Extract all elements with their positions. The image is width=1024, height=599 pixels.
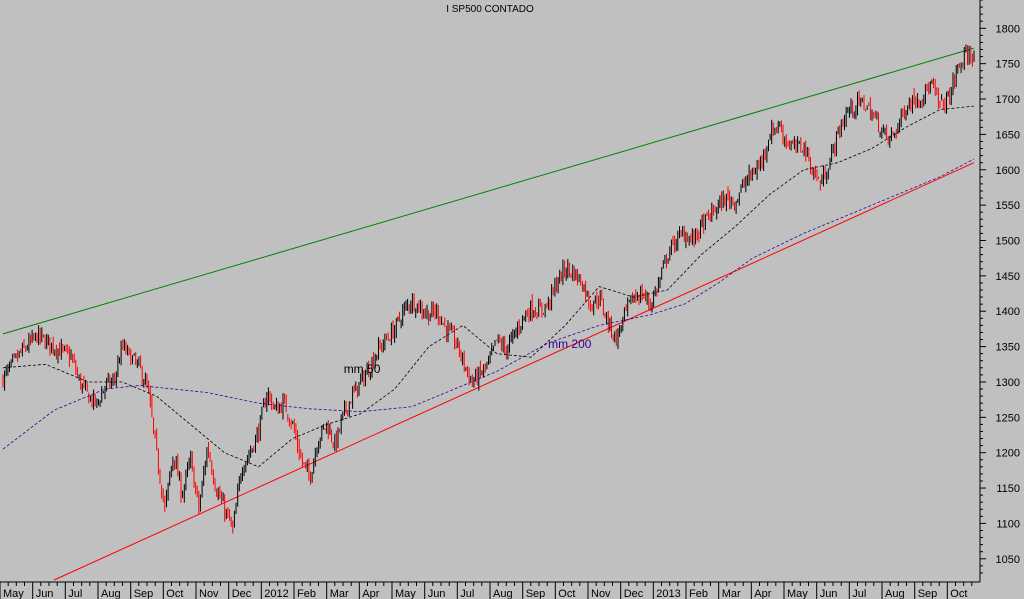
x-tick-label: Jul (460, 588, 474, 599)
x-tick-label: 2012 (264, 588, 288, 599)
y-tick-label: 1750 (996, 59, 1020, 71)
x-tick-label: Oct (950, 588, 967, 599)
x-tick-label: Aug (885, 588, 905, 599)
y-tick-label: 1300 (996, 377, 1020, 389)
y-tick-label: 1700 (996, 94, 1020, 106)
x-tick-label: Mar (330, 588, 349, 599)
x-tick-label: Jun (820, 588, 838, 599)
x-axis: May Jun Jul Aug Sep Oct Nov Dec 2012 Feb Mar Apr May… (0, 581, 980, 599)
y-tick-label: 1250 (996, 412, 1020, 424)
x-tick-label: Jun (428, 588, 446, 599)
x-tick-label: Aug (101, 588, 121, 599)
x-tick-label: Nov (199, 588, 219, 599)
x-tick-label: Oct (558, 588, 575, 599)
x-tick-label: Dec (624, 588, 644, 599)
y-tick-label: 1150 (996, 483, 1020, 495)
x-tick-label: Apr (754, 588, 771, 599)
chart-title: I SP500 CONTADO (446, 4, 534, 15)
y-tick-label: 1500 (996, 235, 1020, 247)
y-tick-label: 1450 (996, 271, 1020, 283)
x-tick-label: Apr (362, 588, 379, 599)
ma200-line (2, 158, 975, 450)
x-tick-label: Sep (134, 588, 154, 599)
upper-trendline (2, 47, 975, 335)
x-tick-label: Aug (493, 588, 513, 599)
x-tick-label: May (787, 588, 808, 599)
y-tick-label: 1650 (996, 129, 1020, 141)
x-tick-label: May (395, 588, 416, 599)
y-tick-label: 1550 (996, 200, 1020, 212)
y-tick-label: 1350 (996, 342, 1020, 354)
ma50-label: mm 50 (344, 362, 381, 376)
x-tick-label: Oct (166, 588, 183, 599)
ma200-label: mm 200 (548, 337, 592, 351)
x-tick-label: May (3, 588, 24, 599)
x-tick-label: Feb (297, 588, 316, 599)
y-tick-label: 1200 (996, 448, 1020, 460)
y-axis: 1050 1100 1150 1200 1250 1300 1350 1400 1450 1500… (979, 0, 1020, 582)
y-tick-label: 1050 (996, 554, 1020, 566)
x-tick-label: Jun (36, 588, 54, 599)
candles-layer (2, 44, 975, 534)
x-tick-label: Dec (232, 588, 252, 599)
ma50-line (2, 105, 975, 468)
x-tick-label: Mar (722, 588, 741, 599)
y-tick-label: 1600 (996, 165, 1020, 177)
x-tick-label: Sep (526, 588, 546, 599)
x-tick-label: Nov (591, 588, 611, 599)
x-tick-label: Feb (689, 588, 708, 599)
y-tick-label: 1400 (996, 306, 1020, 318)
x-tick-label: 2013 (656, 588, 680, 599)
x-tick-label: Jul (852, 588, 866, 599)
x-tick-label: Jul (68, 588, 82, 599)
y-tick-label: 1800 (996, 23, 1020, 35)
trendlines-layer (2, 47, 975, 581)
moving-averages-layer (2, 105, 975, 468)
lower-trendline (53, 162, 975, 581)
x-tick-label: Sep (918, 588, 938, 599)
y-tick-label: 1100 (996, 518, 1020, 530)
